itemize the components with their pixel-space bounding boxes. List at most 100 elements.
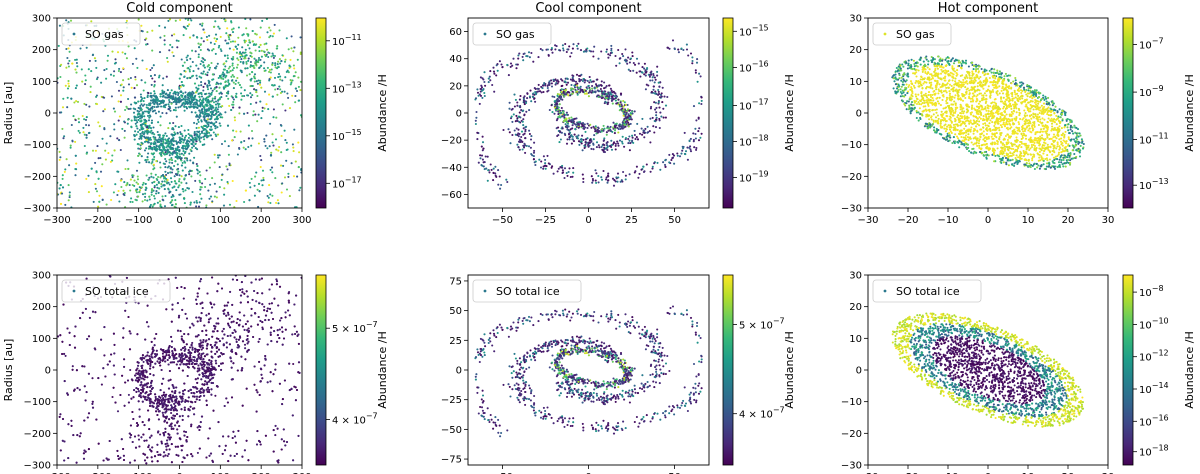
data-point	[517, 128, 520, 131]
data-point	[644, 74, 647, 77]
data-point	[151, 158, 154, 161]
data-point	[138, 191, 141, 194]
data-point	[520, 139, 523, 142]
data-point	[480, 154, 484, 157]
data-point	[951, 109, 955, 112]
data-point	[290, 35, 293, 38]
data-point	[550, 79, 553, 82]
data-point	[97, 157, 100, 160]
data-point	[146, 31, 149, 34]
data-point	[142, 89, 145, 92]
data-point	[558, 103, 561, 106]
data-point	[123, 120, 126, 123]
data-point	[145, 67, 148, 70]
data-point	[612, 121, 615, 124]
data-point	[607, 172, 610, 175]
data-point	[186, 54, 189, 57]
data-point	[189, 201, 192, 204]
data-point	[600, 178, 604, 181]
data-point	[627, 114, 630, 117]
data-point	[83, 102, 86, 105]
data-point	[587, 91, 590, 94]
data-point	[182, 150, 185, 153]
data-point	[68, 164, 71, 167]
data-point	[199, 174, 202, 177]
data-point	[922, 105, 925, 108]
data-point	[1050, 137, 1053, 140]
data-point	[561, 98, 564, 101]
data-point	[197, 104, 200, 107]
data-point	[183, 75, 186, 78]
data-point	[156, 148, 159, 151]
data-point	[476, 138, 479, 141]
data-point	[591, 89, 594, 92]
data-point	[125, 19, 128, 22]
data-point	[74, 154, 77, 157]
data-point	[161, 198, 164, 201]
data-point	[581, 125, 584, 128]
data-point	[664, 159, 667, 162]
data-point	[603, 143, 606, 147]
data-point	[170, 158, 173, 161]
data-point	[224, 111, 227, 114]
data-point	[113, 62, 117, 65]
data-point	[203, 111, 206, 114]
data-point	[1024, 137, 1028, 140]
data-point	[1045, 165, 1048, 168]
data-point	[285, 148, 288, 152]
data-point	[154, 149, 158, 152]
data-point	[970, 141, 973, 144]
data-point	[279, 62, 282, 65]
data-point	[263, 67, 266, 70]
data-point	[514, 133, 517, 136]
data-point	[227, 71, 230, 74]
data-point	[209, 92, 212, 96]
data-point	[180, 98, 184, 101]
data-point	[575, 73, 579, 76]
data-point	[232, 100, 235, 104]
data-point	[214, 40, 218, 43]
data-point	[561, 79, 564, 82]
data-point	[572, 43, 575, 46]
data-point	[229, 33, 232, 36]
data-point	[161, 150, 164, 153]
data-point	[194, 147, 197, 150]
data-point	[193, 201, 196, 204]
data-point	[197, 126, 200, 129]
data-point	[522, 98, 525, 101]
data-point	[208, 34, 211, 37]
data-point	[966, 82, 969, 85]
data-point	[144, 192, 147, 195]
data-point	[192, 145, 195, 148]
data-point	[283, 90, 286, 93]
data-point	[233, 136, 236, 139]
data-point	[1035, 89, 1038, 92]
data-point	[995, 104, 998, 107]
data-point	[596, 78, 599, 81]
data-point	[207, 121, 210, 124]
data-point	[182, 25, 185, 28]
data-point	[494, 165, 497, 168]
data-point	[650, 105, 653, 108]
data-point	[909, 80, 913, 83]
data-point	[566, 113, 569, 116]
data-point	[217, 110, 220, 113]
data-point	[88, 59, 91, 62]
data-point	[692, 105, 696, 108]
data-point	[203, 66, 206, 69]
data-point	[174, 93, 177, 96]
data-point	[190, 98, 193, 101]
data-point	[178, 178, 181, 181]
data-point	[65, 19, 68, 22]
data-point	[171, 199, 174, 202]
data-point	[631, 55, 634, 58]
data-point	[206, 118, 209, 121]
data-point	[559, 49, 562, 52]
data-point	[271, 141, 274, 144]
data-point	[173, 205, 176, 208]
data-point	[628, 117, 631, 120]
data-point	[600, 80, 603, 83]
data-point	[997, 113, 1000, 116]
data-point	[1040, 155, 1043, 158]
data-point	[213, 153, 216, 156]
